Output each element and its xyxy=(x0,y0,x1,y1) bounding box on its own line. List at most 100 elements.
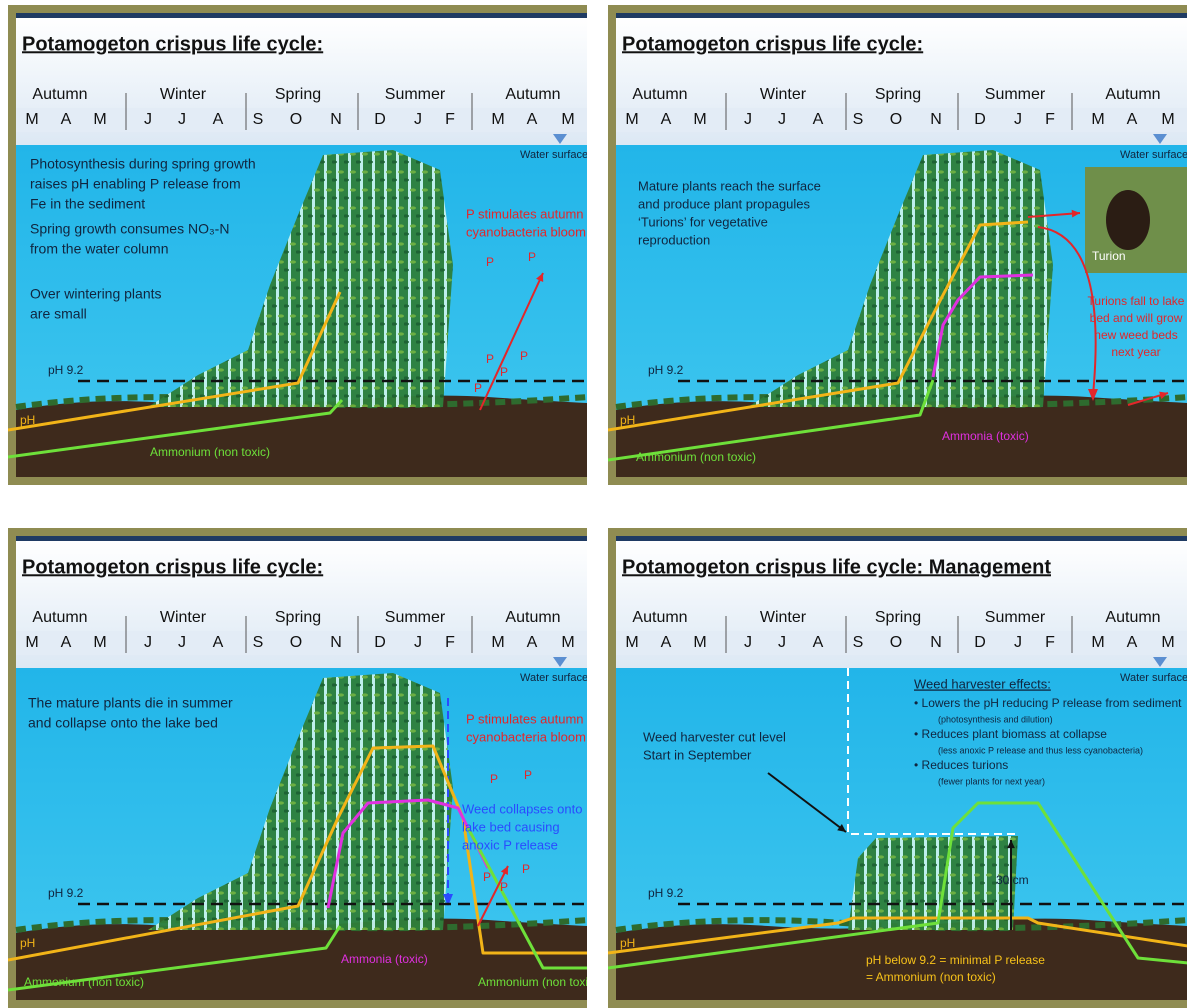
annotation: Spring growth consumes NO₃-N xyxy=(30,221,229,237)
annotation: Turion xyxy=(1092,249,1126,263)
month-label: S xyxy=(253,634,264,651)
slide-panel: Potamogeton crispus life cycle: Manageme… xyxy=(608,528,1187,1008)
annotation: cyanobacteria bloom xyxy=(466,224,586,239)
annotation: pH below 9.2 = minimal P release xyxy=(866,953,1045,967)
water-surface-label: Water surface xyxy=(1120,672,1187,684)
annotation: • Lowers the pH reducing P release from … xyxy=(914,696,1182,710)
slide-title: Potamogeton crispus life cycle: xyxy=(622,33,923,55)
annotation: Start in September xyxy=(643,747,752,762)
annotation: are small xyxy=(30,306,87,322)
month-label: J xyxy=(178,634,186,651)
month-label: M xyxy=(1091,111,1104,128)
month-label: J xyxy=(144,634,152,651)
season-label: Summer xyxy=(385,609,446,626)
season-label: Autumn xyxy=(1105,86,1160,103)
season-label: Summer xyxy=(985,86,1046,103)
annotation: • Reduces turions xyxy=(914,758,1008,772)
month-label: A xyxy=(661,634,672,651)
month-label: A xyxy=(1127,634,1138,651)
p-marker: P xyxy=(483,870,491,884)
season-label: Autumn xyxy=(1105,609,1160,626)
slide-top-bar xyxy=(616,13,1187,18)
p-marker: P xyxy=(500,365,508,379)
annotation: Ammonium (non toxic) xyxy=(478,975,598,989)
month-label: N xyxy=(930,111,942,128)
season-label: Autumn xyxy=(632,609,687,626)
month-label: A xyxy=(813,111,824,128)
month-label: A xyxy=(213,111,224,128)
season-label: Autumn xyxy=(32,609,87,626)
month-label: M xyxy=(93,111,106,128)
annotation: (photosynthesis and dilution) xyxy=(938,714,1053,724)
month-label: N xyxy=(930,634,942,651)
annotation: Ammonia (toxic) xyxy=(942,429,1029,443)
month-label: O xyxy=(290,111,302,128)
month-label: M xyxy=(625,634,638,651)
annotation: next year xyxy=(1111,345,1160,359)
annotation: Weed harvester effects: xyxy=(914,676,1051,691)
p-marker: P xyxy=(500,880,508,894)
annotation: cyanobacteria bloom xyxy=(466,729,586,744)
month-label: A xyxy=(813,634,824,651)
ph-threshold-label: pH 9.2 xyxy=(648,886,684,900)
season-label: Winter xyxy=(760,86,807,103)
month-label: J xyxy=(178,111,186,128)
annotation: Ammonium (non toxic) xyxy=(150,445,270,459)
slide-content: Potamogeton crispus life cycle: Autumn Win… xyxy=(8,5,588,485)
p-marker: P xyxy=(486,255,494,269)
month-label: M xyxy=(693,634,706,651)
ph-threshold-label: pH 9.2 xyxy=(48,363,84,377)
annotation: lake bed causing xyxy=(462,819,560,834)
month-label: M xyxy=(693,111,706,128)
month-label: N xyxy=(330,111,342,128)
slide-content: Potamogeton crispus life cycle:AutumnWin… xyxy=(8,528,598,1008)
month-label: J xyxy=(414,634,422,651)
sediment xyxy=(616,396,1187,477)
annotation: Mature plants reach the surface xyxy=(638,178,821,193)
slide-panel: Potamogeton crispus life cycle: Autumn Win… xyxy=(608,5,1187,485)
season-label: Winter xyxy=(160,86,207,103)
annotation: Photosynthesis during spring growth xyxy=(30,156,256,172)
season-label: Autumn xyxy=(505,86,560,103)
season-label: Summer xyxy=(385,86,446,103)
month-label: M xyxy=(93,634,106,651)
season-label: Autumn xyxy=(505,609,560,626)
month-label: S xyxy=(253,111,264,128)
annotation: anoxic P release xyxy=(462,837,558,852)
annotation: P stimulates autumn xyxy=(466,206,584,221)
month-label: M xyxy=(25,111,38,128)
annotation: Weed collapses onto xyxy=(462,801,582,816)
season-label: Autumn xyxy=(632,86,687,103)
slide-title: Potamogeton crispus life cycle: xyxy=(22,33,323,55)
month-label: M xyxy=(1161,634,1174,651)
season-label: Summer xyxy=(985,609,1046,626)
month-label: A xyxy=(1127,111,1138,128)
water-surface-label: Water surface xyxy=(520,672,588,684)
month-label: A xyxy=(661,111,672,128)
season-label: Winter xyxy=(760,609,807,626)
slide-top-bar xyxy=(16,13,588,18)
p-marker: P xyxy=(522,862,530,876)
season-label: Spring xyxy=(275,609,321,626)
annotation: from the water column xyxy=(30,241,169,257)
water-surface-label: Water surface xyxy=(520,149,588,161)
annotation: new weed beds xyxy=(1094,328,1177,342)
annotation: Turions fall to lake xyxy=(1088,294,1185,308)
month-label: F xyxy=(445,111,455,128)
ph-label: pH xyxy=(20,936,35,950)
month-label: J xyxy=(144,111,152,128)
slide-top-bar xyxy=(16,536,588,541)
slide-title: Potamogeton crispus life cycle: Manageme… xyxy=(622,556,1051,578)
annotation: P stimulates autumn xyxy=(466,711,584,726)
slide-top-bar xyxy=(616,536,1187,541)
annotation: raises pH enabling P release from xyxy=(30,176,241,192)
annotation: and produce plant propagules xyxy=(638,196,811,211)
slide-panel: Potamogeton crispus life cycle: Autumn Win… xyxy=(8,5,588,485)
month-label: J xyxy=(778,111,786,128)
annotation: 30 cm xyxy=(996,873,1029,887)
month-label: F xyxy=(1045,634,1055,651)
weed-bed-cut xyxy=(848,836,1018,930)
month-label: J xyxy=(1014,111,1022,128)
month-label: F xyxy=(1045,111,1055,128)
